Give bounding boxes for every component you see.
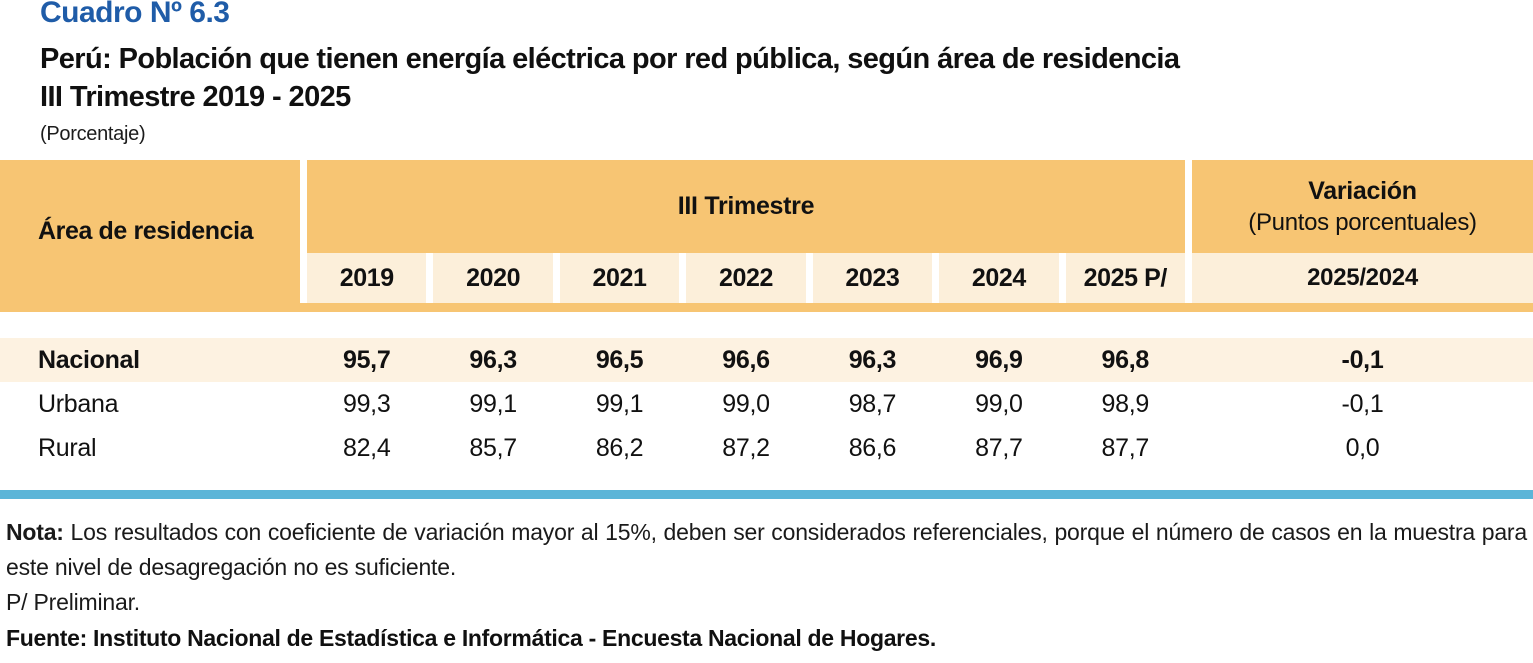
period-subtitle: III Trimestre 2019 - 2025 <box>40 81 351 113</box>
row-label: Nacional <box>38 345 140 374</box>
column-header-year: 2020 <box>433 253 553 303</box>
preliminary-note: P/ Preliminar. <box>6 589 140 615</box>
variation-cell: -0,1 <box>1341 345 1384 374</box>
table-row: Nacional 95,7 96,3 96,5 96,6 96,3 96,9 96,8 -0,1 <box>0 338 1533 382</box>
column-header-variation: Variación (Puntos porcentuales) <box>1192 160 1533 253</box>
table-header: Área de residencia III Trimestre Variaci… <box>0 160 1533 303</box>
column-header-year: 2025 P/ <box>1065 253 1185 303</box>
table-row: Urbana 99,3 99,1 99,1 99,0 98,7 99,0 98,9 -0,1 <box>0 382 1533 426</box>
column-header-variation-year: 2025/2024 <box>1192 253 1533 303</box>
value-cell: 86,6 <box>848 433 897 462</box>
note-paragraph: Nota: Los resultados con coeficiente de … <box>6 515 1527 585</box>
table-bottom-rule <box>0 490 1533 499</box>
value-cell: 95,7 <box>342 345 391 374</box>
column-header-year: 2021 <box>559 253 680 303</box>
row-label: Rural <box>38 433 97 462</box>
statistics-table: Área de residencia III Trimestre Variaci… <box>0 160 1533 470</box>
value-cell: 86,2 <box>595 433 644 462</box>
variation-cell: -0,1 <box>1341 389 1384 418</box>
row-label: Urbana <box>38 389 119 418</box>
value-cell: 96,9 <box>975 345 1023 374</box>
value-cell: 96,3 <box>469 345 517 374</box>
table-number-title: Cuadro Nº 6.3 <box>40 0 230 29</box>
note-label: Nota: <box>6 519 64 545</box>
value-cell: 96,6 <box>722 345 770 374</box>
header-bottom-strip <box>0 303 1533 312</box>
notes-block: Nota: Los resultados con coeficiente de … <box>0 515 1533 656</box>
value-cell: 99,3 <box>342 389 391 418</box>
value-cell: 87,2 <box>722 433 770 462</box>
source-line: Fuente: Instituto Nacional de Estadístic… <box>6 625 936 651</box>
value-cell: 99,1 <box>469 389 517 418</box>
column-header-year: 2019 <box>307 253 427 303</box>
column-header-year: 2024 <box>939 253 1059 303</box>
table-row: Rural 82,4 85,7 86,2 87,2 86,6 87,7 87,7 0,0 <box>0 426 1533 470</box>
table-body: Nacional 95,7 96,3 96,5 96,6 96,3 96,9 96,8 -0,1… <box>0 338 1533 470</box>
value-cell: 99,0 <box>722 389 770 418</box>
value-cell: 96,5 <box>595 345 644 374</box>
column-header-area: Área de residencia <box>0 160 300 303</box>
column-header-year: 2023 <box>812 253 933 303</box>
value-cell: 82,4 <box>342 433 391 462</box>
value-cell: 99,0 <box>975 389 1023 418</box>
variation-title: Variación <box>1308 176 1417 205</box>
value-cell: 96,8 <box>1101 345 1150 374</box>
value-cell: 99,1 <box>595 389 644 418</box>
value-cell: 98,7 <box>848 389 897 418</box>
note-text: Los resultados con coeficiente de variac… <box>6 519 1527 580</box>
value-cell: 87,7 <box>975 433 1023 462</box>
unit-label: (Porcentaje) <box>40 123 146 145</box>
variation-cell: 0,0 <box>1345 433 1380 462</box>
variation-subtitle: (Puntos porcentuales) <box>1248 208 1477 236</box>
title-block: Cuadro Nº 6.3 Perú: Población que tienen… <box>0 0 1533 146</box>
value-cell: 85,7 <box>469 433 517 462</box>
column-group-header-trimestre: III Trimestre <box>307 160 1185 253</box>
value-cell: 96,3 <box>848 345 897 374</box>
page-title: Perú: Población que tienen energía eléct… <box>40 43 1180 75</box>
value-cell: 98,9 <box>1101 389 1150 418</box>
column-header-year: 2022 <box>686 253 806 303</box>
value-cell: 87,7 <box>1101 433 1150 462</box>
